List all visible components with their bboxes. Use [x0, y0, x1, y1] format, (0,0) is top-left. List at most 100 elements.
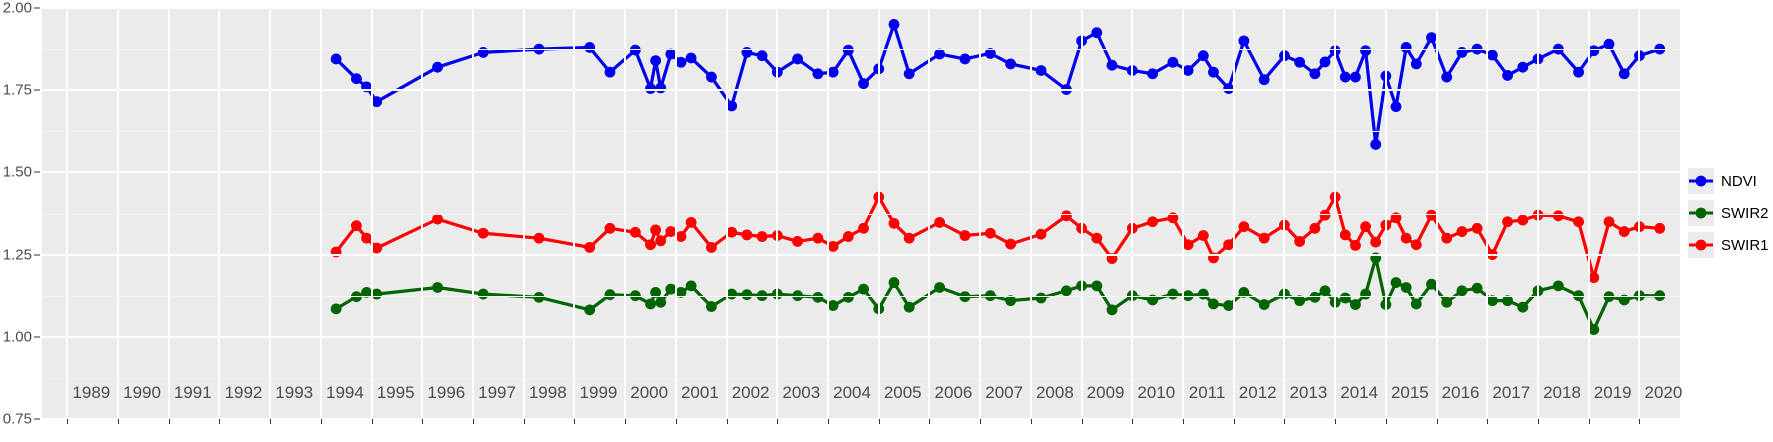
data-point	[1208, 298, 1219, 310]
data-point	[1400, 282, 1412, 293]
data-point	[1106, 59, 1118, 71]
data-point	[645, 239, 656, 251]
data-point	[726, 288, 738, 300]
y-axis-tick-mark	[34, 89, 40, 91]
data-point	[1588, 324, 1600, 335]
y-axis-tick-mark	[34, 336, 40, 338]
x-axis-tick-label: 1994	[325, 383, 364, 402]
data-point	[858, 283, 869, 295]
data-point	[1258, 232, 1270, 244]
data-point	[675, 287, 687, 298]
data-point	[984, 227, 996, 239]
data-point	[903, 232, 915, 244]
data-point	[330, 246, 342, 258]
gridline-major-vertical	[1182, 8, 1185, 419]
data-point	[1167, 288, 1179, 300]
gridline-major-vertical	[117, 8, 120, 419]
x-axis-tick-label: 2002	[731, 383, 770, 402]
gridline-major-vertical	[1638, 8, 1641, 419]
data-point	[604, 66, 616, 78]
x-axis-tick-mark	[320, 419, 322, 424]
data-point	[827, 240, 839, 252]
data-point	[812, 232, 824, 244]
x-axis-tick-mark	[118, 419, 120, 424]
legend-item-swir2[interactable]: SWIR2	[1688, 200, 1773, 226]
legend-item-ndvi[interactable]: NDVI	[1688, 168, 1773, 194]
data-point	[812, 291, 824, 303]
data-point	[477, 288, 489, 300]
legend-item-label: SWIR1	[1721, 236, 1769, 254]
gridline-major-vertical	[928, 8, 931, 419]
data-point	[1654, 222, 1666, 234]
data-point	[959, 53, 971, 65]
data-point	[1035, 292, 1047, 304]
x-axis-tick-mark	[1385, 419, 1387, 424]
x-axis-tick-mark	[473, 419, 475, 424]
x-axis-tick-label: 1995	[376, 383, 415, 402]
data-point	[1208, 66, 1219, 78]
gridline-major-horizontal	[42, 418, 1680, 419]
gridline-minor-horizontal	[42, 213, 1680, 215]
data-point	[706, 71, 717, 83]
x-axis-tick-label: 1996	[427, 383, 466, 402]
data-point	[903, 68, 915, 80]
gridline-major-vertical	[725, 8, 728, 419]
gridline-major-vertical	[370, 8, 373, 419]
x-axis-tick-mark	[168, 419, 170, 424]
data-point	[792, 236, 804, 247]
data-point	[1182, 65, 1194, 76]
x-axis-tick-mark	[1487, 419, 1489, 424]
data-point	[842, 291, 854, 303]
data-point	[1309, 291, 1321, 303]
data-point	[477, 227, 489, 239]
data-point	[1167, 212, 1179, 224]
x-axis-tick-mark	[675, 419, 677, 424]
data-point	[685, 52, 697, 64]
x-axis-tick-mark	[1030, 419, 1032, 424]
data-point	[1456, 285, 1468, 297]
data-point	[1339, 71, 1351, 83]
data-point	[1517, 61, 1529, 73]
data-point	[706, 301, 717, 312]
y-axis-tick-label: 0.75	[2, 410, 32, 428]
data-point	[1588, 45, 1600, 57]
x-axis-tick-mark	[777, 419, 779, 424]
data-point	[1360, 45, 1371, 57]
x-axis-tick-label: 2017	[1492, 383, 1531, 402]
gridline-major-vertical	[66, 8, 69, 419]
data-point	[1238, 287, 1250, 298]
x-axis-tick-label: 2006	[934, 383, 973, 402]
gridline-major-vertical	[1384, 8, 1387, 419]
data-point	[1441, 296, 1453, 308]
data-point	[361, 287, 372, 298]
data-point	[792, 53, 804, 65]
gridline-major-vertical	[1080, 8, 1083, 419]
x-axis-tick-mark	[828, 419, 830, 424]
data-point	[812, 68, 824, 80]
gridline-major-horizontal	[42, 171, 1680, 174]
data-point	[1294, 236, 1306, 247]
data-point	[1400, 42, 1412, 53]
x-axis-tick-mark	[1233, 419, 1235, 424]
data-point	[351, 73, 362, 85]
data-point	[1223, 300, 1235, 311]
gridline-major-vertical	[319, 8, 322, 419]
data-point	[1390, 101, 1402, 113]
series-swir2	[330, 252, 1666, 335]
data-point	[1588, 272, 1600, 284]
data-point	[1197, 230, 1209, 241]
data-point	[1238, 221, 1250, 233]
x-axis-tick-label: 2011	[1188, 383, 1226, 402]
legend-item-swir1[interactable]: SWIR1	[1688, 232, 1773, 258]
data-point	[858, 78, 869, 90]
data-point	[1410, 298, 1422, 310]
x-axis-tick-mark	[371, 419, 373, 424]
x-axis-tick-mark	[1284, 419, 1286, 424]
plot-panel	[42, 8, 1680, 419]
data-point	[1618, 226, 1630, 237]
data-point	[1294, 56, 1306, 68]
x-axis-tick-mark	[726, 419, 728, 424]
data-point	[1339, 229, 1351, 241]
data-point	[1517, 301, 1529, 313]
data-point	[842, 231, 854, 242]
